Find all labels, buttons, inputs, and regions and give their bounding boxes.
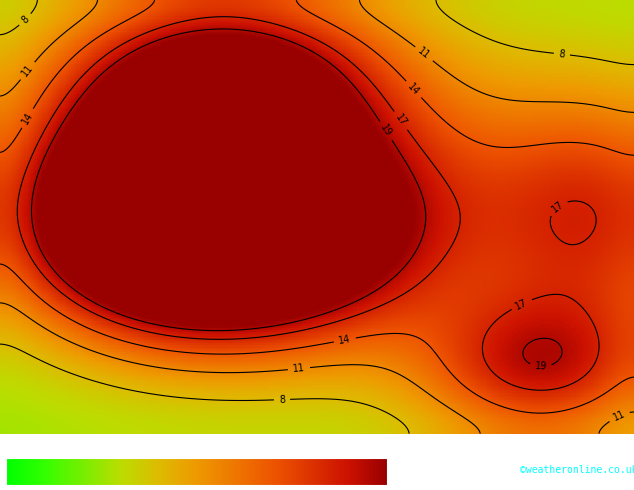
Text: Temperature 2m Spread mean+σ [°C] ECMWF: Temperature 2m Spread mean+σ [°C] ECMWF — [6, 437, 250, 446]
Text: ©weatheronline.co.uk: ©weatheronline.co.uk — [520, 465, 634, 475]
Text: 11: 11 — [416, 46, 432, 62]
Text: 14: 14 — [338, 334, 352, 346]
Text: 8: 8 — [20, 14, 31, 25]
Text: 14: 14 — [20, 110, 35, 126]
Text: 8: 8 — [279, 394, 285, 405]
Text: 11: 11 — [612, 409, 627, 423]
Text: 19: 19 — [378, 123, 394, 139]
Text: 8: 8 — [559, 49, 566, 59]
Text: 17: 17 — [514, 297, 529, 311]
Text: 11: 11 — [20, 63, 36, 79]
Text: 17: 17 — [393, 113, 408, 128]
Text: 17: 17 — [550, 199, 566, 215]
Text: Fr 31-05-2024 12:00 UTC (12+48): Fr 31-05-2024 12:00 UTC (12+48) — [393, 437, 587, 446]
Text: 19: 19 — [534, 361, 547, 372]
Text: 14: 14 — [406, 81, 422, 97]
Text: 11: 11 — [292, 363, 306, 374]
